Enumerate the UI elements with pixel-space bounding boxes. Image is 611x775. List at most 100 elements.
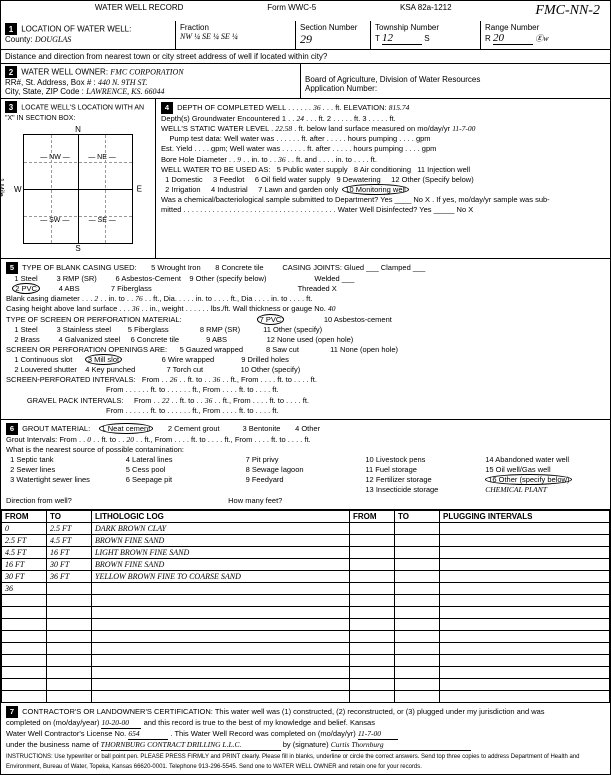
cert-rest: and this record is true to the best of m… bbox=[144, 718, 375, 727]
u8: 8 Air conditioning bbox=[354, 165, 411, 174]
gif: 0 bbox=[87, 435, 91, 444]
q-ne: — NE — bbox=[88, 154, 116, 161]
s2: 2 Brass bbox=[14, 335, 39, 344]
p16: 16 Other (specify below) bbox=[485, 474, 572, 485]
owner-name: FMC CORPORATION bbox=[110, 68, 183, 77]
d-bore-to: in. to bbox=[251, 155, 267, 164]
o7: 7 Torch cut bbox=[167, 365, 204, 374]
d-bore-tv: 36 bbox=[278, 155, 286, 164]
q-se: — SE — bbox=[89, 217, 116, 224]
d-est: Est. Yield bbox=[161, 144, 192, 153]
range-ew: Ⓔw bbox=[535, 34, 548, 43]
p5: 5 Cess pool bbox=[126, 465, 166, 474]
o6: 6 Wire wrapped bbox=[162, 355, 215, 364]
p7: 7 Pit privy bbox=[246, 455, 279, 464]
o10: 10 Other (specify) bbox=[241, 365, 301, 374]
d-disinf: Water Well Disinfected? Yes _____ No X bbox=[338, 205, 474, 214]
d-use: WELL WATER TO BE USED AS: bbox=[161, 165, 270, 174]
d-static-d: 11-7-00 bbox=[452, 124, 475, 133]
locate-lbl: LOCATE WELL'S LOCATION WITH AN "X" IN SE… bbox=[5, 105, 144, 123]
c-dt: 76 bbox=[135, 294, 143, 303]
p15: 15 Oil well/Gas well bbox=[485, 465, 550, 474]
p1: 1 Septic tank bbox=[10, 455, 53, 464]
lh-from: FROM bbox=[2, 510, 47, 522]
table-row bbox=[2, 678, 610, 690]
c1: 1 Steel bbox=[14, 274, 37, 283]
c5: 5 Wrought Iron bbox=[151, 263, 200, 272]
p10: 10 Livestock pens bbox=[365, 455, 425, 464]
table-row: 36 bbox=[2, 582, 610, 594]
c-w: Welded ___ bbox=[314, 274, 354, 283]
t-t: T bbox=[375, 34, 380, 43]
lbl-w: W bbox=[14, 185, 22, 194]
lbl-s: S bbox=[75, 244, 80, 253]
table-row bbox=[2, 642, 610, 654]
sec6-num: 6 bbox=[6, 423, 18, 435]
d-comp-v: 36 bbox=[313, 103, 321, 112]
p14: 14 Abandoned water well bbox=[485, 455, 569, 464]
lh-plug: PLUGGING INTERVALS bbox=[440, 510, 610, 522]
form-page: WATER WELL RECORD Form WWC-5 KSA 82a-121… bbox=[0, 0, 611, 775]
s10: 10 Asbestos-cement bbox=[324, 315, 392, 324]
u10: 10 Monitoring well bbox=[342, 184, 408, 195]
table-row: 30 FT36 FTYELLOW BROWN FINE TO COARSE SA… bbox=[2, 570, 610, 582]
lh-to: TO bbox=[47, 510, 92, 522]
lh-to2: TO bbox=[395, 510, 440, 522]
o5: 5 Gauzed wrapped bbox=[180, 345, 243, 354]
signature: Curtis Thornburg bbox=[331, 740, 471, 751]
u2: 2 Irrigation bbox=[165, 185, 200, 194]
gm: How many feet? bbox=[228, 496, 282, 505]
range: 20 bbox=[493, 32, 533, 45]
c-t: Threaded X bbox=[298, 284, 337, 293]
s1: 1 Steel bbox=[14, 325, 37, 334]
d-static-t: ft. below land surface measured on mo/da… bbox=[298, 124, 450, 133]
d-bore: Bore Hole Diameter bbox=[161, 155, 227, 164]
gr-lbl: GROUT MATERIAL: bbox=[22, 424, 90, 433]
p2: 2 Sewer lines bbox=[10, 465, 55, 474]
cert-biz-v: THORNBURG CONTRACT DRILLING L.L.C. bbox=[101, 740, 281, 751]
city-lbl: City, State, ZIP Code : bbox=[5, 87, 84, 96]
o9: 9 Drilled holes bbox=[241, 355, 289, 364]
g-lbl: GRAVEL PACK INTERVALS: bbox=[27, 396, 124, 405]
section-5: 5 TYPE OF BLANK CASING USED: 5 Wrought I… bbox=[1, 259, 610, 420]
p6: 6 Seepage pit bbox=[126, 475, 172, 484]
p3: 3 Watertight sewer lines bbox=[10, 475, 90, 484]
c8: 8 Concrete tile bbox=[215, 263, 263, 272]
section-6: 6 GROUT MATERIAL: 1 Neat cement 2 Cement… bbox=[1, 420, 610, 510]
cert-comp: completed on (mo/day/year) bbox=[6, 718, 99, 727]
t-s: S bbox=[424, 34, 429, 43]
g2: 2 Cement grout bbox=[168, 424, 220, 433]
appno: Application Number: bbox=[305, 84, 377, 93]
s5: 5 Fiberglass bbox=[128, 325, 169, 334]
u1: 1 Domestic bbox=[165, 175, 203, 184]
table-row bbox=[2, 618, 610, 630]
addr-lbl: RR#, St. Address, Box # : bbox=[5, 78, 96, 87]
loc-label: LOCATION OF WATER WELL: bbox=[21, 25, 131, 34]
sec7-num: 7 bbox=[6, 706, 18, 718]
o2: 2 Louvered shutter bbox=[14, 365, 77, 374]
cert-rec: This Water Well Record was completed on … bbox=[174, 729, 355, 738]
lbl-e: E bbox=[137, 185, 142, 194]
gt: 36 bbox=[205, 396, 213, 405]
c-hv: 36 bbox=[132, 304, 140, 313]
p-lbl: SCREEN-PERFORATED INTERVALS: bbox=[6, 375, 136, 384]
d-elev-v: 815.74 bbox=[389, 103, 410, 112]
county-lbl: County: bbox=[5, 35, 33, 44]
o3: 3 Mill slot bbox=[85, 354, 122, 365]
section-2: 2 WATER WELL OWNER: FMC CORPORATION RR#,… bbox=[1, 64, 610, 99]
table-row: 16 FT30 FTBROWN FINE SAND bbox=[2, 558, 610, 570]
s6: 6 Concrete tile bbox=[131, 335, 179, 344]
c-dv: 2 bbox=[94, 294, 98, 303]
cert-sig: by (signature) bbox=[283, 740, 329, 749]
d-elev: ft. ELEVATION: bbox=[335, 103, 386, 112]
table-row bbox=[2, 606, 610, 618]
o1: 1 Continuous slot bbox=[14, 355, 72, 364]
form-title: WATER WELL RECORD bbox=[95, 3, 184, 19]
table-row: 02.5 FTDARK BROWN CLAY bbox=[2, 522, 610, 534]
u4: 4 Industrial bbox=[211, 185, 248, 194]
s9: 9 ABS bbox=[206, 335, 227, 344]
pf: 26 bbox=[170, 375, 178, 384]
cert-text: CONTRACTOR'S OR LANDOWNER'S CERTIFICATIO… bbox=[22, 707, 544, 716]
d-bore-v: 9 bbox=[237, 155, 241, 164]
cert-lic-v: 654 bbox=[128, 729, 168, 740]
